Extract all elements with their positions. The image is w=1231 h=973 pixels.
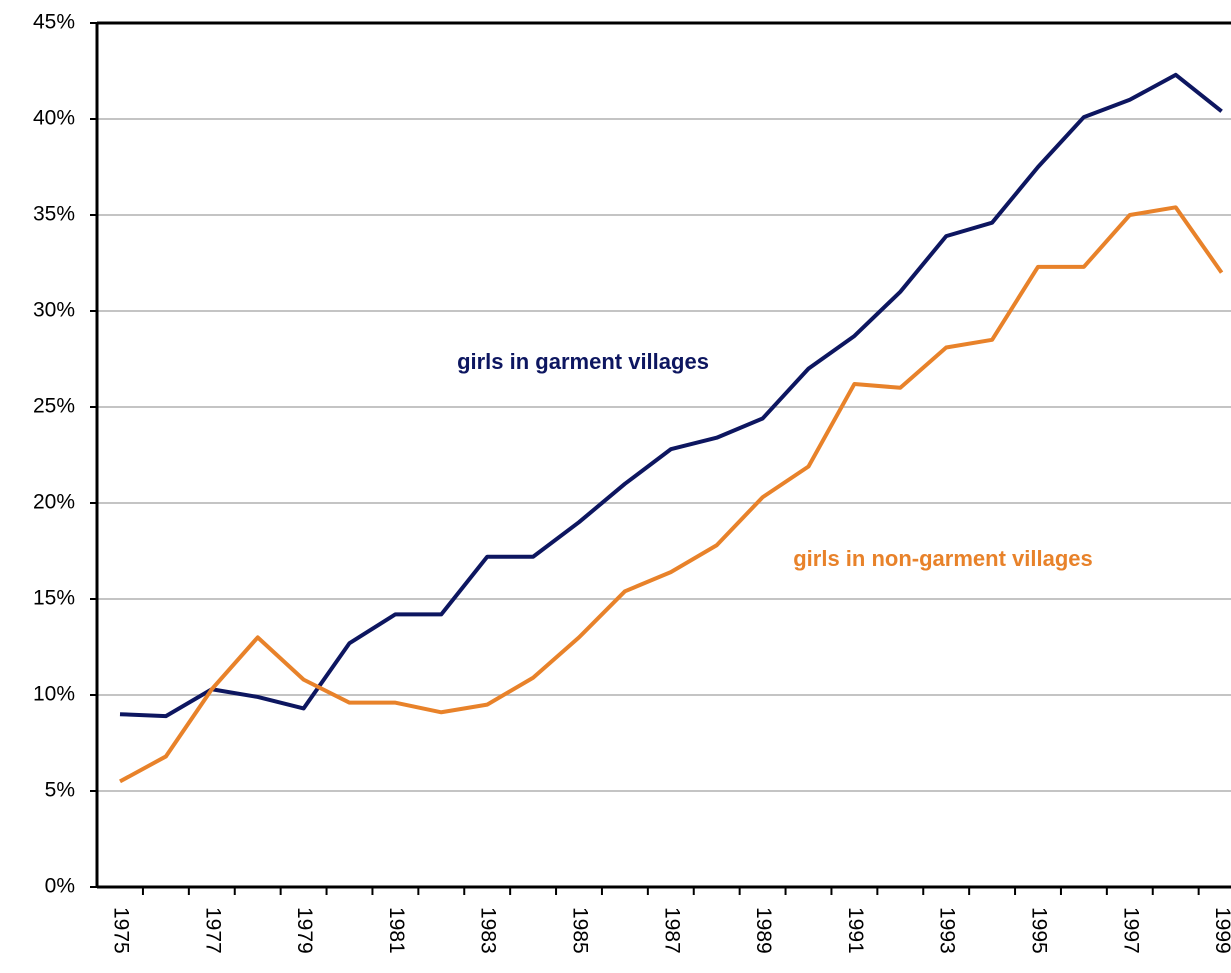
x-tick-label: 1977	[201, 907, 224, 954]
x-tick-label: 1979	[293, 907, 316, 954]
y-tick-label: 30%	[33, 299, 75, 322]
x-tick-label: 1997	[1119, 907, 1142, 954]
x-tick-label: 1981	[385, 907, 408, 954]
x-tick-label: 1995	[1027, 907, 1050, 954]
y-tick-label: 0%	[45, 875, 75, 898]
x-tick-label: 1993	[936, 907, 959, 954]
x-tick-label: 1999	[1211, 907, 1231, 954]
y-tick-label: 15%	[33, 587, 75, 610]
x-tick-label: 1987	[660, 907, 683, 954]
series-annotation: girls in non-garment villages	[793, 546, 1093, 571]
series-line	[119, 205, 1224, 784]
y-tick-label: 45%	[33, 11, 75, 34]
series-line	[119, 72, 1223, 719]
x-tick-label: 1985	[568, 907, 591, 954]
x-tick-label: 1983	[477, 907, 500, 954]
x-tick-label: 1975	[109, 907, 132, 954]
series-annotation: girls in garment villages	[457, 349, 709, 374]
x-tick-label: 1989	[752, 907, 775, 954]
y-tick-label: 35%	[33, 203, 75, 226]
y-tick-label: 25%	[33, 395, 75, 418]
y-tick-label: 20%	[33, 491, 75, 514]
y-tick-label: 10%	[33, 683, 75, 706]
y-tick-label: 40%	[33, 107, 75, 130]
y-tick-label: 5%	[45, 779, 75, 802]
x-tick-label: 1991	[844, 907, 867, 954]
